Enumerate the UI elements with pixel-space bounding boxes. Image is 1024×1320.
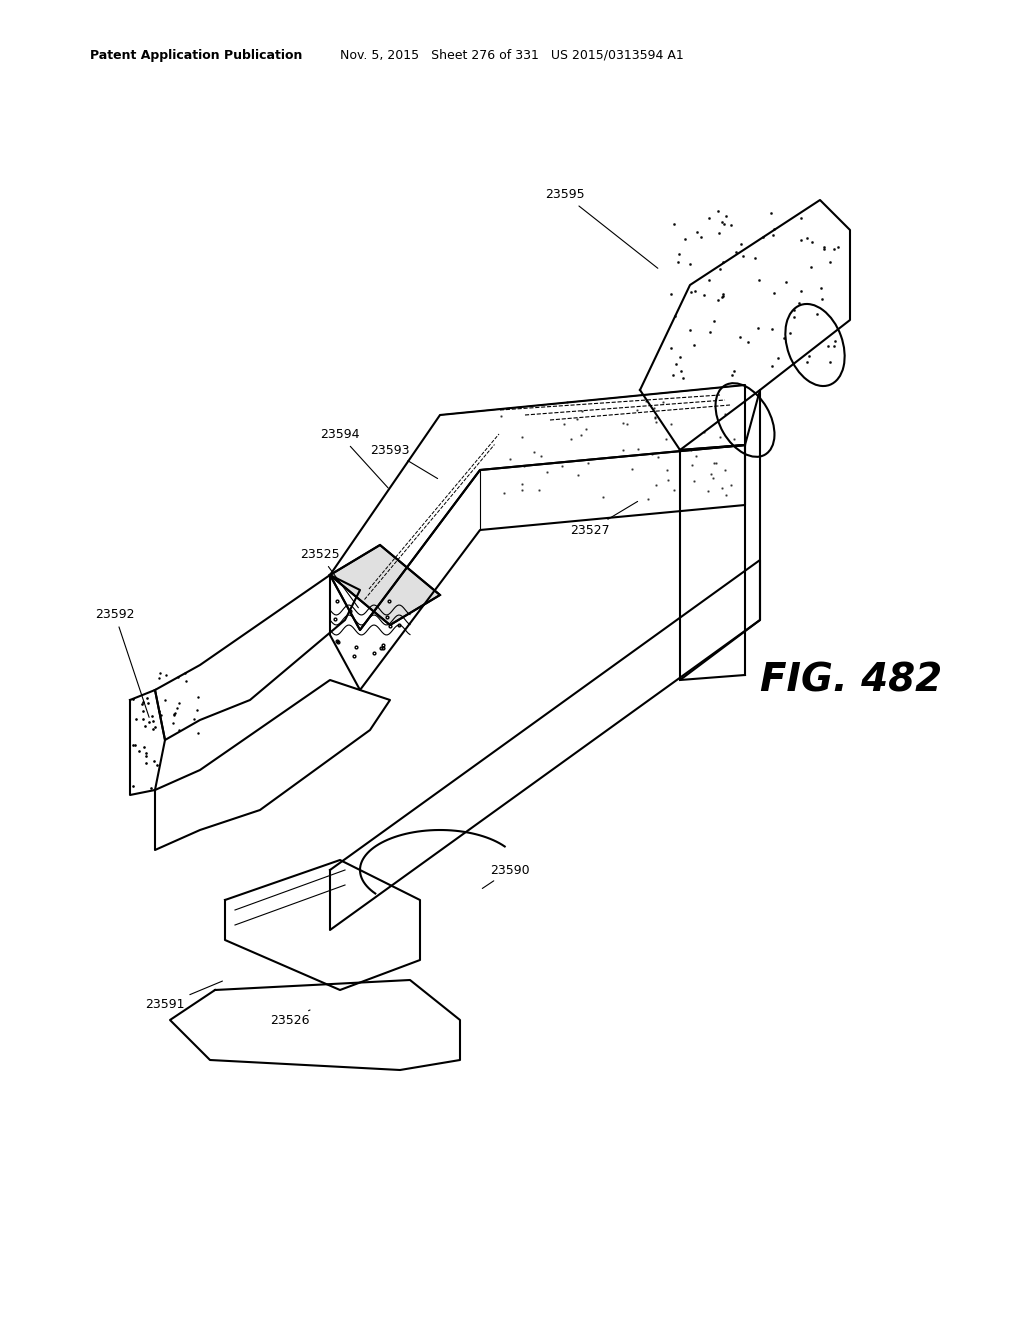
Polygon shape — [330, 545, 440, 624]
Text: 23594: 23594 — [321, 429, 388, 488]
Text: Patent Application Publication: Patent Application Publication — [90, 49, 302, 62]
Text: 23595: 23595 — [545, 189, 657, 268]
Text: 23525: 23525 — [300, 549, 358, 607]
Text: 23526: 23526 — [270, 1010, 310, 1027]
Text: FIG. 482: FIG. 482 — [760, 661, 942, 700]
Text: 23590: 23590 — [482, 863, 529, 888]
Text: 23591: 23591 — [145, 981, 222, 1011]
Text: 23592: 23592 — [95, 609, 150, 717]
Text: 23593: 23593 — [371, 444, 437, 479]
Text: Nov. 5, 2015   Sheet 276 of 331   US 2015/0313594 A1: Nov. 5, 2015 Sheet 276 of 331 US 2015/03… — [340, 49, 684, 62]
Text: 23527: 23527 — [570, 502, 638, 536]
